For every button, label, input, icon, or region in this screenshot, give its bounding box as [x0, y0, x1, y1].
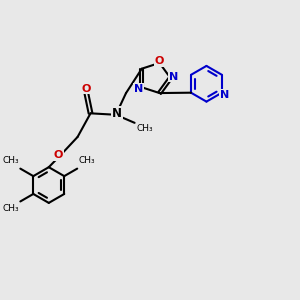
Text: CH₃: CH₃: [136, 124, 153, 133]
Text: O: O: [155, 56, 164, 66]
Text: N: N: [169, 72, 178, 82]
Text: CH₃: CH₃: [2, 156, 19, 165]
Text: N: N: [220, 90, 229, 100]
Text: N: N: [112, 107, 122, 120]
Text: CH₃: CH₃: [2, 204, 19, 213]
Text: N: N: [134, 84, 143, 94]
Text: O: O: [54, 150, 63, 160]
Text: O: O: [82, 84, 91, 94]
Text: CH₃: CH₃: [79, 156, 95, 165]
